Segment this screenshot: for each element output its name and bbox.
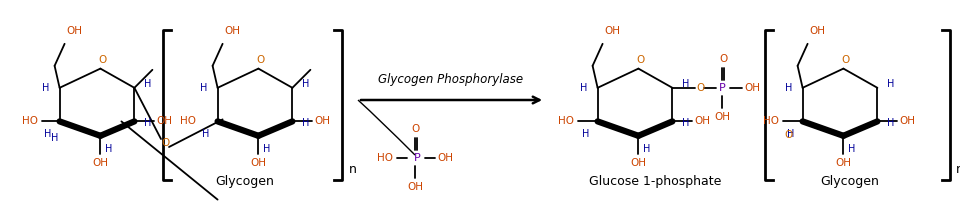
Text: O: O [256, 54, 265, 65]
Text: H: H [302, 118, 310, 128]
Text: H: H [582, 129, 589, 139]
Text: H: H [887, 79, 895, 89]
Text: Glycogen: Glycogen [821, 175, 879, 188]
Text: OH: OH [437, 153, 453, 163]
Text: HO: HO [558, 116, 574, 126]
Text: H: H [302, 79, 310, 89]
Text: H: H [42, 83, 50, 93]
Text: HO: HO [377, 153, 393, 163]
Text: H: H [787, 129, 795, 139]
Text: OH: OH [407, 182, 423, 192]
Text: H: H [144, 79, 152, 89]
Text: H: H [683, 118, 690, 128]
Text: O: O [161, 138, 169, 148]
Text: Glycogen: Glycogen [216, 175, 275, 188]
Text: OH: OH [900, 116, 916, 126]
Text: OH: OH [92, 158, 108, 168]
Text: P: P [719, 83, 726, 93]
Text: OH: OH [714, 112, 731, 122]
Text: O: O [636, 54, 644, 65]
Text: HO: HO [180, 116, 196, 126]
Text: OH: OH [631, 158, 646, 168]
Text: H: H [580, 83, 588, 93]
Text: HO: HO [762, 116, 779, 126]
Text: O: O [412, 124, 420, 134]
Text: OH: OH [251, 158, 266, 168]
Text: H: H [643, 144, 651, 154]
Text: H: H [683, 79, 690, 89]
Text: H: H [263, 144, 271, 154]
Text: OH: OH [605, 26, 620, 36]
Text: HO: HO [21, 116, 37, 126]
Text: OH: OH [809, 26, 826, 36]
Text: n: n [349, 163, 357, 176]
Text: H: H [106, 144, 112, 154]
Text: H: H [785, 83, 793, 93]
Text: O: O [696, 83, 705, 93]
Text: H: H [201, 83, 207, 93]
Text: Glycogen Phosphorylase: Glycogen Phosphorylase [378, 73, 523, 86]
Text: O: O [841, 54, 850, 65]
Text: OH: OH [156, 116, 173, 126]
Text: OH: OH [225, 26, 241, 36]
Text: P: P [414, 153, 420, 163]
Text: O: O [784, 130, 793, 140]
Text: n: n [956, 163, 960, 176]
Text: H: H [51, 133, 59, 143]
Text: OH: OH [835, 158, 852, 168]
Text: OH: OH [694, 116, 710, 126]
Text: OH: OH [744, 83, 760, 93]
Text: H: H [44, 129, 52, 139]
Text: H: H [849, 144, 855, 154]
Text: OH: OH [66, 26, 83, 36]
Text: OH: OH [314, 116, 330, 126]
Text: H: H [203, 129, 209, 139]
Text: H: H [144, 118, 152, 128]
Text: Glucose 1-phosphate: Glucose 1-phosphate [588, 175, 721, 188]
Text: O: O [98, 54, 107, 65]
Text: O: O [719, 54, 728, 64]
Text: H: H [887, 118, 895, 128]
